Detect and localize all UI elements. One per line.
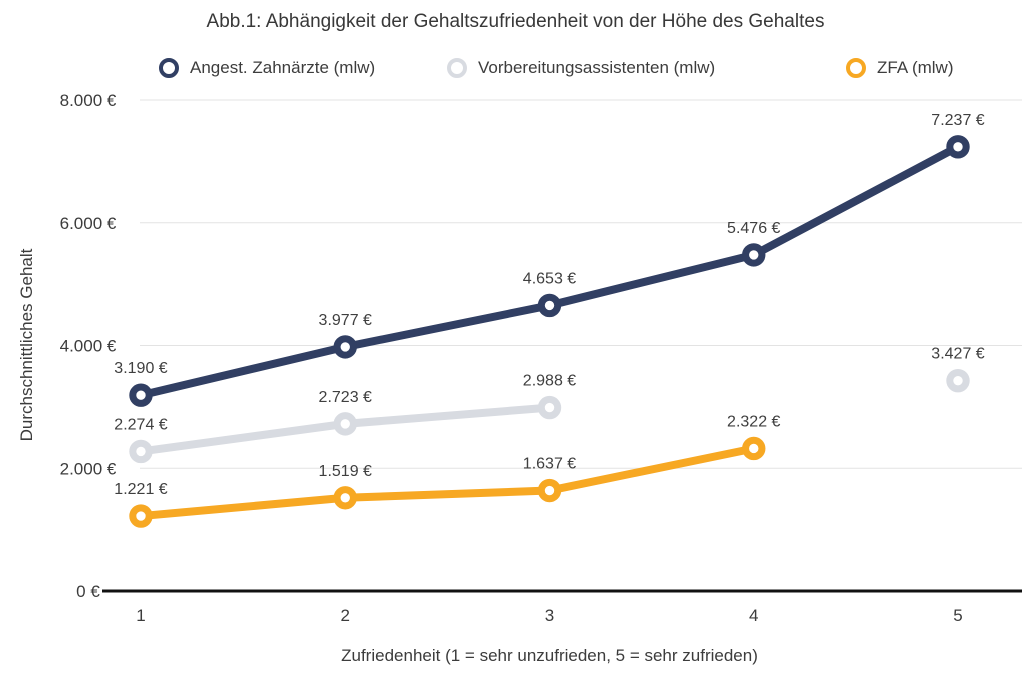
ring-marker-icon	[846, 58, 866, 78]
data-point-label: 2.988 €	[523, 373, 576, 390]
data-point-marker	[129, 504, 153, 528]
legend: Angest. Zahnärzte (mlw) Vorbereitungsass…	[0, 56, 1031, 80]
x-tick-label: 1	[136, 606, 145, 625]
legend-item-vorbereitungsassistenten: Vorbereitungsassistenten (mlw)	[447, 56, 715, 80]
ring-marker-icon	[447, 58, 467, 78]
y-tick-label: 8.000 €	[60, 91, 117, 110]
series-line	[140, 444, 755, 521]
data-point-marker	[742, 243, 766, 267]
data-point-marker	[129, 439, 153, 464]
data-point-label: 3.977 €	[319, 312, 372, 329]
data-point-marker	[537, 395, 562, 420]
data-point-label: 3.190 €	[114, 360, 167, 377]
y-tick-label: 0 €	[76, 582, 100, 601]
ring-marker-icon	[159, 58, 179, 78]
data-point-marker	[129, 383, 153, 407]
data-point-marker	[946, 135, 970, 159]
data-point-marker	[537, 478, 562, 503]
data-point-label: 3.427 €	[931, 346, 984, 363]
data-point-marker	[333, 335, 357, 359]
legend-item-angest-zahnaerzte: Angest. Zahnärzte (mlw)	[159, 56, 375, 80]
data-point-marker	[946, 368, 970, 393]
y-tick-label: 6.000 €	[60, 214, 117, 233]
legend-label: Angest. Zahnärzte (mlw)	[190, 58, 376, 77]
legend-item-zfa: ZFA (mlw)	[846, 56, 954, 80]
x-tick-label: 5	[953, 606, 962, 625]
x-tick-label: 4	[749, 606, 758, 625]
data-point-marker	[333, 412, 357, 436]
data-point-marker	[742, 436, 766, 461]
data-point-label: 1.221 €	[114, 481, 167, 498]
chart-title: Abb.1: Abhängigkeit der Gehaltszufrieden…	[206, 11, 825, 32]
data-point-label: 5.476 €	[727, 220, 780, 237]
legend-label: Vorbereitungsassistenten (mlw)	[478, 58, 716, 77]
data-point-label: 7.237 €	[931, 112, 984, 129]
legend-label: ZFA (mlw)	[877, 58, 954, 77]
x-axis-title: Zufriedenheit (1 = sehr unzufrieden, 5 =…	[341, 646, 758, 665]
data-point-marker	[537, 293, 562, 318]
data-point-label: 2.723 €	[319, 389, 372, 406]
data-point-label: 2.274 €	[114, 416, 167, 433]
y-tick-label: 4.000 €	[60, 337, 117, 356]
data-point-label: 1.637 €	[523, 456, 576, 473]
x-tick-label: 2	[341, 606, 350, 625]
y-tick-label: 2.000 €	[60, 459, 117, 478]
data-point-label: 4.653 €	[523, 270, 576, 287]
x-tick-label: 3	[545, 606, 554, 625]
data-point-marker	[333, 486, 357, 510]
data-point-label: 1.519 €	[319, 463, 372, 480]
data-point-label: 2.322 €	[727, 413, 780, 430]
